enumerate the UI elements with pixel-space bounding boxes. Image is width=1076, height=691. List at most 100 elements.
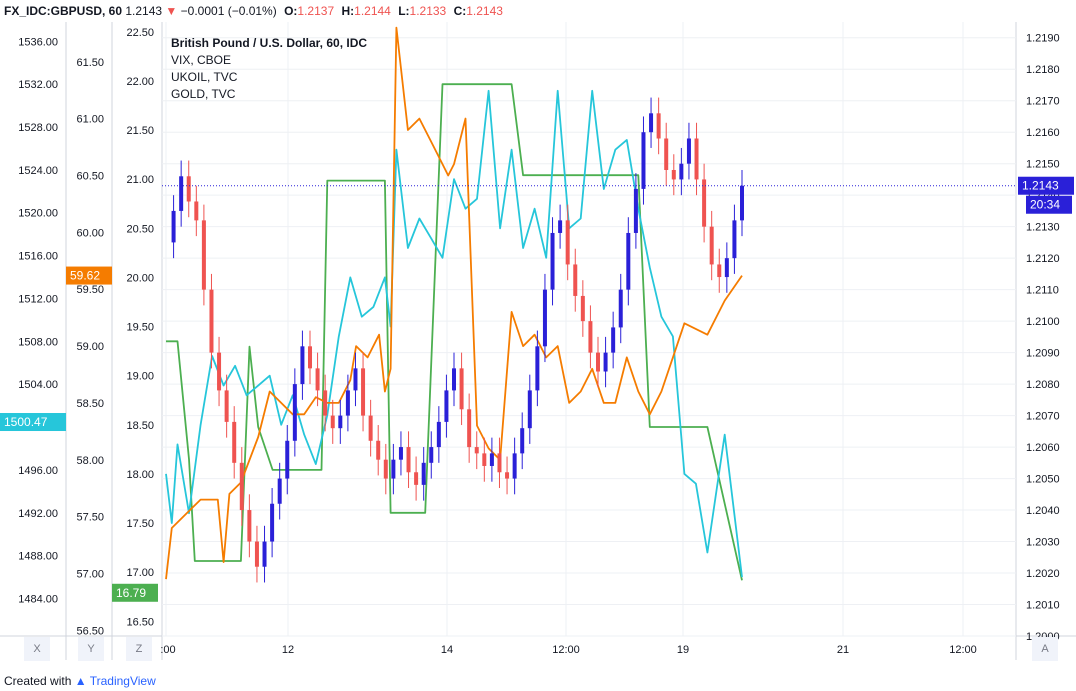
candle-body: [270, 503, 275, 542]
candle-body: [626, 232, 631, 290]
candle-body: [656, 113, 661, 139]
axis-tick-label: 1504.00: [18, 379, 58, 391]
vix-axis[interactable]: 22.50 22.00 21.50 21.00 20.50 20.00 19.50 19.00…: [126, 27, 154, 628]
time-tick-label: 14: [441, 644, 453, 656]
candle-body: [436, 421, 441, 448]
tradingview-link[interactable]: TradingView: [89, 674, 156, 688]
countdown-tag-bg: [1026, 195, 1072, 214]
candle-body: [588, 321, 593, 353]
candle-body: [285, 440, 290, 479]
time-axis[interactable]: :00 12 14 12:00 19 21 12:00: [160, 644, 976, 656]
countdown-tag: 20:34: [1030, 198, 1060, 212]
axis-tick-label: 59.50: [76, 284, 104, 296]
candle-body: [694, 138, 699, 180]
candle-body: [633, 188, 638, 233]
axis-tick-label: 57.50: [76, 512, 104, 524]
gold-axis-scale-button[interactable]: X: [24, 637, 50, 661]
candle-body: [368, 415, 373, 441]
candle-body: [497, 453, 502, 473]
axis-tick-label: 1.2010: [1026, 600, 1060, 612]
legend-gold[interactable]: GOLD, TVC: [171, 87, 236, 101]
axis-tick-label: 1.2130: [1026, 222, 1060, 234]
candle-body: [474, 447, 479, 454]
candle-body: [444, 390, 449, 422]
axis-tick-label: 21.50: [126, 125, 154, 137]
axis-tick-label: 19.50: [126, 322, 154, 334]
open-value: 1.2137: [297, 4, 335, 18]
candle-body: [671, 169, 676, 180]
close-value: 1.2143: [466, 4, 503, 18]
plot-area[interactable]: [162, 26, 1016, 583]
candle-body: [535, 346, 540, 391]
legend-vix[interactable]: VIX, CBOE: [171, 53, 231, 67]
axis-tick-label: 1528.00: [18, 122, 58, 134]
candle-body: [717, 264, 722, 278]
ukoil-axis[interactable]: 61.50 61.00 60.50 60.00 59.50 59.00 58.50 58.00…: [76, 57, 104, 638]
axis-tick-label: 1508.00: [18, 336, 58, 348]
candle-body: [315, 368, 320, 391]
time-tick-label: 19: [677, 644, 689, 656]
candle-body: [740, 185, 744, 221]
axis-tick-label: 1.2070: [1026, 411, 1060, 423]
legend-ukoil[interactable]: UKOIL, TVC: [171, 70, 238, 84]
candle-body: [724, 258, 729, 278]
symbol-label[interactable]: FX_IDC:GBPUSD, 60: [4, 4, 123, 18]
candle-body: [664, 138, 669, 170]
candle-body: [345, 390, 350, 416]
axis-tick-label: 1532.00: [18, 79, 58, 91]
candle-body: [512, 453, 517, 479]
axis-tick-label: 1484.00: [18, 593, 58, 605]
axis-tick-label: 1520.00: [18, 208, 58, 220]
candle-body: [732, 220, 737, 259]
candle-body: [467, 409, 472, 448]
time-tick-label: 12: [282, 644, 294, 656]
candle-body: [686, 138, 691, 164]
candle-body: [262, 541, 267, 567]
axis-tick-label: 61.00: [76, 114, 104, 126]
low-value: 1.2133: [409, 4, 447, 18]
candle-body: [186, 176, 191, 202]
axis-tick-label: 1.2040: [1026, 505, 1060, 517]
candle-body: [323, 390, 328, 416]
price-chart[interactable]: 1536.00 1532.00 1528.00 1524.00 1520.00 1516.…: [0, 0, 1076, 670]
gbpusd-last-tag: 1.2143: [1022, 179, 1059, 193]
last-value-tags: 1.2143 20:34 1500.47 59.62 16.79: [0, 176, 1074, 602]
candle-body: [542, 289, 547, 347]
candle-body: [254, 541, 259, 567]
ukoil-axis-scale-button[interactable]: Y: [78, 637, 104, 661]
candle-body: [641, 132, 646, 189]
vix-last-tag-bg: [112, 583, 158, 602]
candle-body: [292, 384, 297, 441]
axis-tick-label: 61.50: [76, 57, 104, 69]
candle-body: [414, 472, 419, 485]
gbpusd-last-tag-bg: [1018, 176, 1074, 195]
candle-body: [596, 352, 600, 372]
gold-axis[interactable]: 1536.00 1532.00 1528.00 1524.00 1520.00 1516.…: [18, 36, 58, 605]
ukoil-last-tag: 59.62: [70, 269, 100, 283]
open-label: O:: [284, 4, 298, 18]
candle-body: [611, 327, 616, 353]
axis-tick-label: 1.2020: [1026, 568, 1060, 580]
axis-tick-label: 1488.00: [18, 551, 58, 563]
last-price: 1.2143: [125, 4, 163, 18]
axis-tick-label: 1.2170: [1026, 96, 1060, 108]
auto-scale-button[interactable]: A: [1032, 637, 1058, 661]
time-tick-label: 12:00: [552, 644, 580, 656]
candle-body: [709, 226, 714, 265]
axis-tick-label: 57.00: [76, 568, 104, 580]
close-label: C:: [453, 4, 467, 18]
footer: Created with ▲ TradingView: [4, 672, 156, 690]
legend-gbpusd[interactable]: British Pound / U.S. Dollar, 60, IDC: [171, 36, 367, 50]
candle-body: [482, 453, 487, 466]
axis-tick-label: 1536.00: [18, 36, 58, 48]
axis-tick-label: 18.50: [126, 420, 154, 432]
candle-body: [300, 346, 305, 385]
axis-tick-label: 56.50: [76, 625, 104, 637]
gbpusd-axis[interactable]: 1.21901.21801.21701.21601.21501.21401.21…: [1026, 33, 1060, 643]
axis-tick-label: 1.2190: [1026, 33, 1060, 45]
vix-axis-scale-button[interactable]: Z: [126, 637, 152, 661]
candle-body: [702, 179, 707, 227]
candle-body: [558, 220, 563, 233]
axis-tick-label: 1.2050: [1026, 474, 1060, 486]
axis-tick-label: 1512.00: [18, 293, 58, 305]
